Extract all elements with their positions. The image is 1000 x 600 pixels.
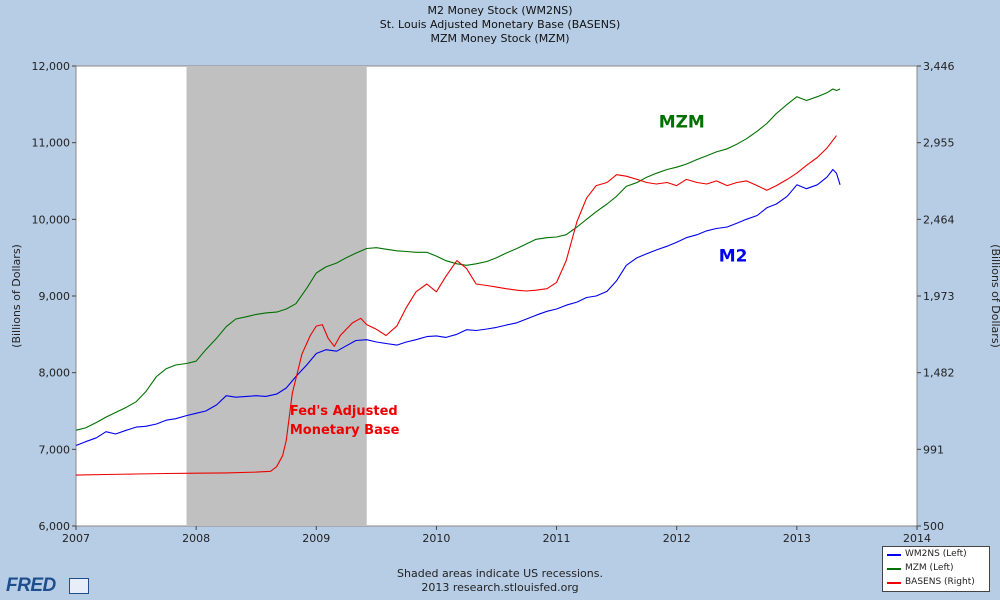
x-tick-label: 2011 [543, 532, 571, 545]
right-axis-label: (Billions of Dollars) [989, 244, 1000, 348]
right-tick-label: 2,464 [923, 213, 955, 226]
left-axis-label: (Billions of Dollars) [10, 244, 23, 348]
annotation-3: Monetary Base [290, 423, 400, 438]
x-tick-label: 2007 [62, 532, 90, 545]
left-tick-label: 6,000 [39, 520, 71, 533]
legend: WM2NS (Left) MZM (Left) BASENS (Right) [882, 546, 990, 592]
annotation-1: M2 [719, 247, 748, 267]
right-tick-label: 2,955 [923, 137, 955, 150]
x-tick-label: 2008 [182, 532, 210, 545]
right-tick-label: 991 [923, 443, 944, 456]
legend-swatch-mzm [887, 568, 901, 570]
chart-title-2: St. Louis Adjusted Monetary Base (BASENS… [379, 18, 621, 31]
left-tick-label: 7,000 [39, 443, 71, 456]
series-line-mzm [75, 88, 841, 431]
legend-label-wm2ns: WM2NS (Left) [905, 549, 967, 559]
x-tick-label: 2013 [783, 532, 811, 545]
footer-source[interactable]: 2013 research.stlouisfed.org [421, 581, 579, 594]
right-tick-label: 500 [923, 520, 944, 533]
annotation-2: Fed's Adjusted [290, 404, 398, 419]
chart-title-3: MZM Money Stock (MZM) [430, 32, 570, 45]
left-tick-label: 12,000 [32, 60, 71, 73]
left-tick-label: 8,000 [39, 367, 71, 380]
x-tick-label: 2012 [663, 532, 691, 545]
legend-item-mzm: MZM (Left) [883, 562, 989, 575]
right-tick-label: 3,446 [923, 60, 955, 73]
right-tick-label: 1,482 [923, 367, 955, 380]
chart-title-1: M2 Money Stock (WM2NS) [427, 4, 573, 17]
x-tick-label: 2010 [422, 532, 450, 545]
footer-note: Shaded areas indicate US recessions. [397, 567, 603, 580]
left-tick-label: 11,000 [32, 137, 71, 150]
left-tick-label: 10,000 [32, 213, 71, 226]
series-line-basens [75, 135, 837, 476]
legend-label-mzm: MZM (Left) [905, 563, 954, 573]
legend-swatch-wm2ns [887, 554, 901, 556]
series-line-wm2ns [75, 168, 841, 447]
left-tick-label: 9,000 [39, 290, 71, 303]
recession-shade [186, 66, 367, 526]
legend-swatch-basens [887, 582, 901, 584]
fred-chart-icon [69, 578, 89, 594]
fred-logo[interactable]: FRED [6, 575, 56, 596]
right-tick-label: 1,973 [923, 290, 955, 303]
annotation-0: MZM [659, 112, 705, 132]
legend-item-basens: BASENS (Right) [883, 576, 989, 589]
legend-label-basens: BASENS (Right) [905, 577, 975, 587]
x-tick-label: 2009 [302, 532, 330, 545]
x-tick-label: 2014 [903, 532, 931, 545]
legend-item-wm2ns: WM2NS (Left) [883, 548, 989, 561]
